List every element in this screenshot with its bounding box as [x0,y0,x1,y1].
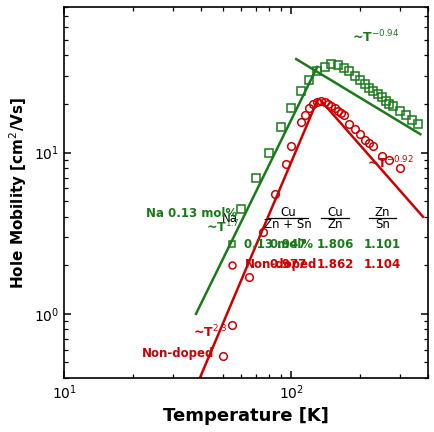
Text: Cu: Cu [327,206,342,219]
Text: 1.806: 1.806 [316,238,353,251]
Text: Zn + Sn: Zn + Sn [263,218,311,231]
Text: Non-doped: Non-doped [244,258,316,271]
Text: Na 0.13 mol%: Na 0.13 mol% [146,207,237,220]
Text: 0.977: 0.977 [269,258,306,271]
Text: Zn: Zn [374,206,389,219]
Text: Sn: Sn [374,218,389,231]
Text: ~T$^{2.3}$: ~T$^{2.3}$ [193,323,227,340]
Text: ~T$^{1.7}$: ~T$^{1.7}$ [205,219,239,235]
Text: ~T$^{-0.94}$: ~T$^{-0.94}$ [351,29,398,46]
X-axis label: Temperature [K]: Temperature [K] [163,407,329,425]
Text: Non-doped: Non-doped [142,347,214,360]
Text: 1.104: 1.104 [363,258,400,271]
Text: 1.862: 1.862 [316,258,353,271]
Text: Na: Na [221,212,237,225]
Text: 0.947: 0.947 [269,238,306,251]
Text: Zn: Zn [327,218,342,231]
Text: Cu: Cu [279,206,295,219]
Text: 0.13 mol%: 0.13 mol% [244,238,312,251]
Text: ~T$^{-0.92}$: ~T$^{-0.92}$ [366,155,413,171]
Y-axis label: Hole Mobility [cm$^2$/Vs]: Hole Mobility [cm$^2$/Vs] [7,96,29,289]
Text: 1.101: 1.101 [363,238,400,251]
